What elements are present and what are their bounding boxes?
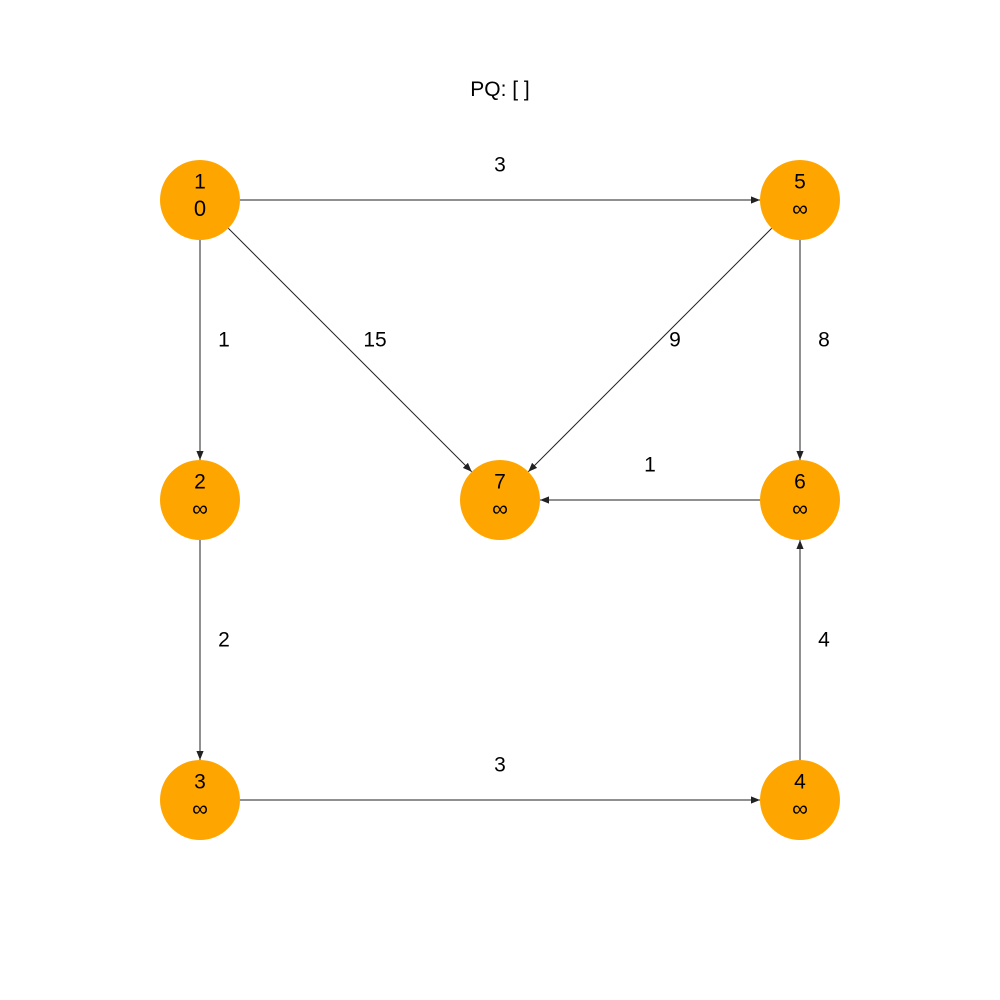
node-circle bbox=[760, 460, 840, 540]
edge-weight-6-7: 1 bbox=[644, 454, 656, 477]
nodes-layer: 102∞3∞4∞5∞6∞7∞ bbox=[160, 160, 840, 840]
node-circle bbox=[160, 160, 240, 240]
edge-weight-4-6: 4 bbox=[818, 629, 830, 652]
priority-queue-label: PQ: [ ] bbox=[470, 78, 530, 101]
node-id-label: 2 bbox=[194, 471, 206, 494]
edge-weight-5-7: 9 bbox=[669, 329, 681, 352]
edge-5-7 bbox=[527, 227, 773, 473]
edge-weight-2-3: 2 bbox=[218, 629, 230, 652]
node-circle bbox=[460, 460, 540, 540]
edges-layer bbox=[196, 196, 804, 804]
edge-1-7 bbox=[227, 227, 473, 473]
node-distance-label: ∞ bbox=[192, 496, 208, 521]
node-2: 2∞ bbox=[160, 460, 240, 540]
node-circle bbox=[160, 460, 240, 540]
edge-weight-5-6: 8 bbox=[818, 329, 830, 352]
edge-weight-3-4: 3 bbox=[494, 754, 506, 777]
node-3: 3∞ bbox=[160, 760, 240, 840]
node-6: 6∞ bbox=[760, 460, 840, 540]
node-distance-label: ∞ bbox=[192, 796, 208, 821]
node-1: 10 bbox=[160, 160, 240, 240]
node-distance-label: ∞ bbox=[792, 496, 808, 521]
node-id-label: 6 bbox=[794, 471, 806, 494]
node-id-label: 5 bbox=[794, 171, 806, 194]
node-distance-label: ∞ bbox=[792, 796, 808, 821]
node-distance-label: ∞ bbox=[792, 196, 808, 221]
edge-weight-1-5: 3 bbox=[494, 154, 506, 177]
node-id-label: 7 bbox=[494, 471, 506, 494]
edge-weight-labels: 3 1 15 9 8 1 2 4 3 bbox=[218, 154, 830, 777]
node-circle bbox=[760, 160, 840, 240]
node-distance-label: ∞ bbox=[492, 496, 508, 521]
node-id-label: 4 bbox=[794, 771, 806, 794]
edge-weight-1-7: 15 bbox=[363, 329, 386, 352]
node-circle bbox=[160, 760, 240, 840]
node-circle bbox=[760, 760, 840, 840]
node-distance-label: 0 bbox=[194, 196, 206, 221]
node-5: 5∞ bbox=[760, 160, 840, 240]
node-4: 4∞ bbox=[760, 760, 840, 840]
node-id-label: 3 bbox=[194, 771, 206, 794]
node-7: 7∞ bbox=[460, 460, 540, 540]
node-id-label: 1 bbox=[194, 171, 206, 194]
edge-weight-1-2: 1 bbox=[218, 329, 230, 352]
